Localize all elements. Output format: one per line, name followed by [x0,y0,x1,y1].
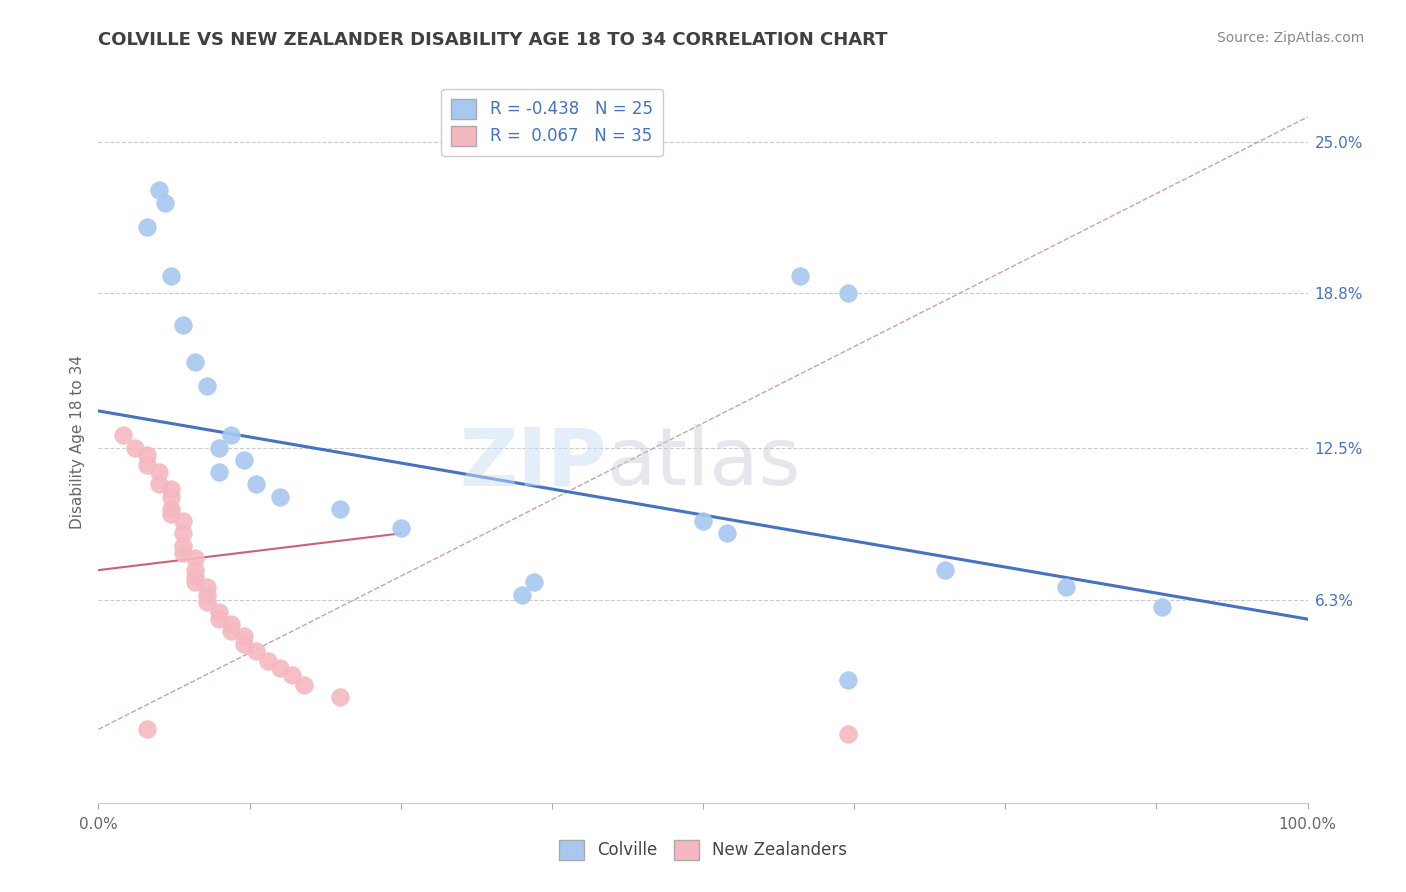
Point [172,539,194,553]
Point [184,355,207,369]
Point [184,550,207,565]
Point [160,490,183,504]
Point [716,526,738,541]
Point [329,502,352,516]
Point [523,575,546,590]
Point [135,220,157,235]
Text: atlas: atlas [606,425,800,502]
Point [160,269,183,284]
Point [232,453,254,467]
Point [329,690,352,705]
Point [208,465,231,479]
Legend: Colville, New Zealanders: Colville, New Zealanders [553,833,853,867]
Point [160,502,183,516]
Point [269,490,291,504]
Point [172,514,194,528]
Point [256,654,278,668]
Point [195,595,218,609]
Point [135,723,157,737]
Point [281,668,304,682]
Point [692,514,714,528]
Point [837,673,859,688]
Point [184,570,207,584]
Point [837,727,859,741]
Point [292,678,315,692]
Point [148,465,170,479]
Point [172,546,194,560]
Point [221,617,243,632]
Point [221,624,243,639]
Point [1054,580,1077,594]
Point [148,477,170,491]
Point [111,428,134,442]
Point [172,318,194,333]
Text: Source: ZipAtlas.com: Source: ZipAtlas.com [1216,31,1364,45]
Point [208,441,231,455]
Point [208,605,231,619]
Point [160,483,183,497]
Point [172,526,194,541]
Point [510,588,533,602]
Point [245,644,267,658]
Point [195,580,218,594]
Point [221,428,243,442]
Point [269,661,291,675]
Point [184,575,207,590]
Point [153,195,176,210]
Point [124,441,146,455]
Point [837,286,859,301]
Point [789,269,811,284]
Point [135,458,157,472]
Point [195,379,218,393]
Point [160,507,183,521]
Point [232,629,254,643]
Point [389,521,412,535]
Point [232,637,254,651]
Text: COLVILLE VS NEW ZEALANDER DISABILITY AGE 18 TO 34 CORRELATION CHART: COLVILLE VS NEW ZEALANDER DISABILITY AGE… [98,31,889,49]
Point [1152,599,1174,614]
Text: ZIP: ZIP [458,425,606,502]
Point [245,477,267,491]
Point [195,588,218,602]
Y-axis label: Disability Age 18 to 34: Disability Age 18 to 34 [69,354,84,529]
Point [184,563,207,577]
Point [135,448,157,462]
Point [148,184,170,198]
Point [934,563,956,577]
Point [208,612,231,626]
